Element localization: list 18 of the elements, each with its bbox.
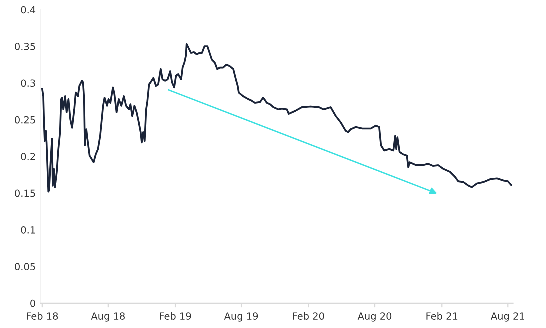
- line-series: [42, 43, 512, 193]
- x-tick-label: Aug 20: [358, 312, 392, 322]
- x-tick-label: Feb 21: [426, 312, 458, 320]
- x-tick-label: Feb 19: [160, 312, 192, 320]
- x-tick-label: Feb 20: [293, 312, 324, 320]
- y-tick-label: 0.3: [21, 80, 36, 88]
- y-tick-label: 0.4: [21, 6, 36, 14]
- x-tick-label: Feb 18: [27, 312, 58, 320]
- y-tick-label: 0.2: [21, 153, 36, 160]
- y-tick-label: 0: [30, 300, 36, 308]
- y-tick-label: 0.1: [21, 226, 36, 234]
- x-tick-label: Aug 18: [91, 312, 125, 322]
- x-tick-label: Aug 19: [224, 312, 258, 322]
- y-tick-label: 0.35: [15, 43, 36, 50]
- y-tick-label: 0.05: [15, 263, 36, 271]
- y-tick-label: 0.25: [15, 116, 36, 124]
- x-tick-label: Aug 21: [490, 312, 524, 322]
- y-tick-label: 0.15: [15, 190, 36, 198]
